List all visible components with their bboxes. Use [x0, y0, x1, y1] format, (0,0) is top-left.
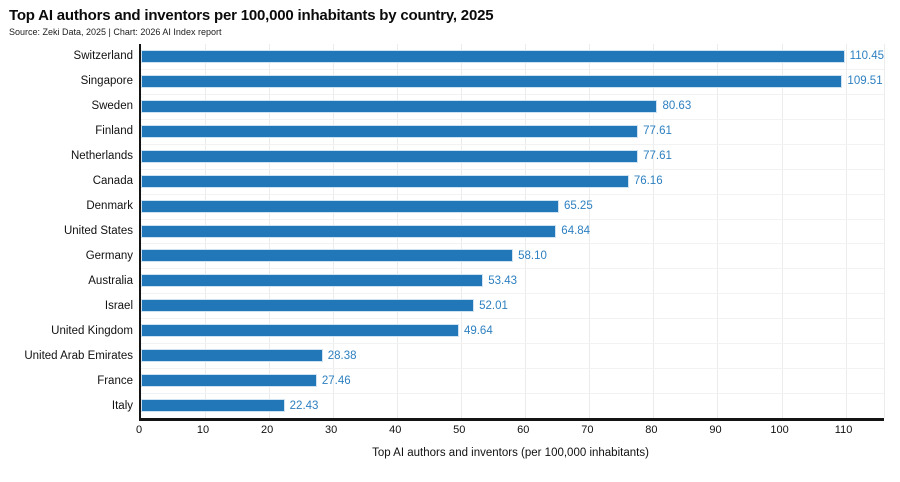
bar-row: France 27.46: [97, 368, 884, 393]
bar: [141, 374, 317, 388]
gridline-vertical: [717, 44, 719, 418]
gridline-horizontal: [141, 393, 884, 395]
gridline-horizontal: [141, 193, 884, 195]
category-label: Finland: [95, 125, 133, 138]
bar: [141, 299, 475, 313]
bar-row: Denmark 65.25: [86, 194, 884, 219]
bar: [141, 149, 639, 163]
value-label: 28.38: [327, 349, 357, 362]
chart-source: Source: Zeki Data, 2025 | Chart: 2026 AI…: [9, 27, 222, 37]
gridline-vertical: [845, 44, 847, 418]
bar-row: Sweden 80.63: [91, 94, 884, 119]
gridline-horizontal: [141, 268, 884, 270]
category-label: Canada: [92, 175, 133, 188]
value-label: 53.43: [488, 274, 517, 287]
category-label: Denmark: [86, 200, 133, 213]
value-label: 58.10: [518, 249, 547, 262]
category-label: France: [97, 374, 133, 387]
gridline-vertical: [589, 44, 591, 418]
category-label: Israel: [104, 299, 133, 312]
value-label: 65.25: [563, 200, 593, 213]
gridline-horizontal: [141, 118, 884, 120]
category-label: Sweden: [91, 100, 133, 113]
category-label: Australia: [88, 274, 133, 287]
x-tick-label: 70: [581, 424, 594, 436]
x-tick-label: 60: [517, 424, 530, 436]
value-label: 22.43: [289, 399, 319, 412]
x-tick-label: 110: [834, 424, 853, 436]
gridline-vertical: [781, 44, 783, 418]
category-label: United Arab Emirates: [24, 349, 133, 362]
value-label: 110.45: [849, 50, 884, 63]
value-label: 77.61: [643, 125, 672, 138]
value-label: 49.64: [463, 324, 493, 337]
gridline-horizontal: [141, 68, 884, 70]
bar: [141, 124, 639, 138]
bar: [141, 49, 845, 63]
category-label: Switzerland: [73, 50, 133, 63]
value-label: 27.46: [321, 374, 351, 387]
x-axis-title: Top AI authors and inventors (per 100,00…: [372, 447, 649, 459]
category-label: United Kingdom: [51, 324, 133, 337]
value-label: 80.63: [662, 100, 692, 113]
gridline-horizontal: [141, 318, 884, 320]
x-tick-label: 0: [135, 424, 143, 436]
gridline-vertical: [653, 44, 655, 418]
bar-row: United Arab Emirates 28.38: [24, 343, 884, 368]
bar-row: United States 64.84: [64, 219, 884, 244]
bar-row: Finland 77.61: [95, 119, 884, 144]
bar: [141, 224, 557, 238]
bar-row: Singapore 109.51: [81, 69, 884, 94]
x-tick-label: 80: [645, 424, 658, 436]
value-label: 52.01: [479, 299, 508, 312]
category-label: Italy: [111, 399, 133, 412]
bar-row: Australia 53.43: [88, 268, 884, 293]
value-label: 76.16: [633, 175, 663, 188]
bar-row: Switzerland 110.45: [74, 44, 884, 69]
bar: [141, 99, 658, 113]
gridline-horizontal: [141, 218, 884, 220]
gridline-horizontal: [141, 93, 884, 95]
bar: [141, 324, 459, 338]
x-tick-label: 10: [196, 424, 210, 436]
x-tick-label: 30: [325, 424, 338, 436]
bar-row: Germany 58.10: [86, 244, 884, 269]
gridline-horizontal: [141, 168, 884, 170]
x-tick-label: 90: [709, 424, 722, 436]
category-label: United States: [63, 225, 133, 238]
bar: [141, 349, 323, 363]
gridline-horizontal: [141, 143, 884, 145]
gridline-horizontal: [141, 368, 884, 370]
bar-row: Israel 52.01: [105, 293, 884, 318]
bar-row: Canada 76.16: [93, 169, 884, 194]
bar-row: Netherlands 77.61: [71, 144, 884, 169]
bar: [141, 399, 285, 413]
gridline-horizontal: [141, 293, 884, 295]
category-label: Germany: [85, 249, 133, 262]
value-label: 77.61: [643, 150, 672, 163]
bar-row: Italy 22.43: [112, 393, 884, 418]
value-label: 109.51: [847, 75, 883, 88]
category-label: Netherlands: [70, 150, 133, 163]
x-tick-label: 50: [453, 424, 466, 436]
gridline-vertical: [884, 44, 885, 418]
x-tick-labels: 0 10 20 30 40 50 60 70 80 90 100 110: [135, 424, 882, 438]
bar: [141, 274, 484, 288]
x-tick-label: 100: [770, 424, 789, 436]
plot-area: Switzerland 110.45 Singapore 109.51 Sweden 80…: [24, 44, 885, 421]
chart-title: Top AI authors and inventors per 100,000…: [9, 7, 494, 24]
x-tick-label: 40: [389, 424, 402, 436]
bar-row: United Kingdom 49.64: [51, 318, 884, 343]
bar: [141, 199, 559, 213]
value-label: 64.84: [561, 225, 591, 238]
bar: [141, 174, 629, 188]
bar: [141, 249, 514, 263]
category-label: Singapore: [80, 75, 133, 88]
bar: [141, 74, 843, 88]
gridline-horizontal: [141, 243, 884, 245]
gridline-horizontal: [141, 343, 884, 345]
bar-rows: Switzerland 110.45 Singapore 109.51 Sweden 80…: [24, 44, 884, 418]
x-tick-label: 20: [260, 424, 274, 436]
